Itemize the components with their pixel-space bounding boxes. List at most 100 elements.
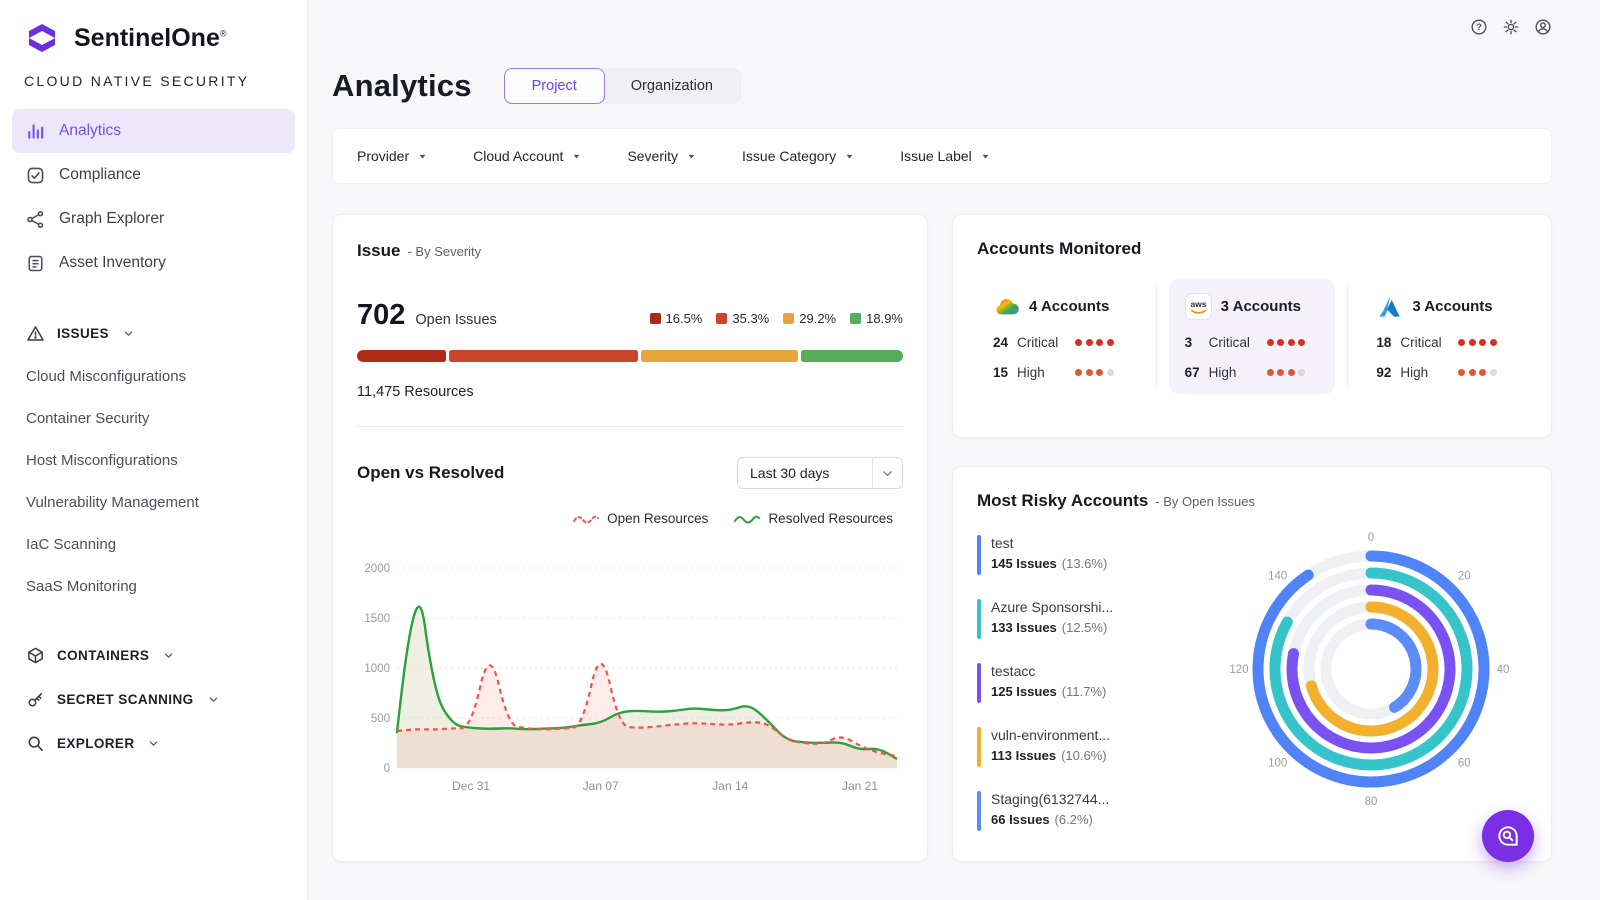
- account-issues-pct: (11.7%): [1061, 684, 1107, 699]
- severity-dot: [1287, 339, 1295, 346]
- svg-text:Jan 07: Jan 07: [583, 779, 619, 793]
- section-header-explorer[interactable]: EXPLORER: [0, 721, 307, 765]
- severity-dot: [1075, 339, 1082, 346]
- critical-row: 3 Critical: [1185, 335, 1320, 350]
- sidebar-item-saas-monitoring[interactable]: SaaS Monitoring: [0, 565, 307, 607]
- topbar: ?: [1470, 18, 1552, 36]
- svg-text:2000: 2000: [364, 563, 390, 575]
- sidebar-item-compliance[interactable]: Compliance: [12, 153, 295, 197]
- high-row: 67 High: [1185, 365, 1320, 380]
- section-header-secret-scanning[interactable]: SECRET SCANNING: [0, 677, 307, 721]
- chevron-down-icon: [872, 458, 902, 488]
- critical-count: 24: [993, 335, 1009, 350]
- filter-provider[interactable]: Provider: [357, 148, 427, 164]
- account-name: Azure Sponsorshi...: [991, 599, 1114, 615]
- key-icon: [26, 690, 45, 709]
- severity-dot: [1298, 339, 1306, 346]
- risky-account-item[interactable]: test 145 Issues (13.6%): [977, 533, 1215, 575]
- chevron-down-icon: [163, 650, 174, 661]
- account-issues: 133 Issues (12.5%): [991, 620, 1108, 635]
- risky-account-item[interactable]: testacc 125 Issues (11.7%): [977, 661, 1215, 703]
- provider-aws[interactable]: aws 3 Accounts 3 Critical 67 High: [1168, 279, 1336, 394]
- high-count: 67: [1184, 365, 1200, 380]
- severity-dot: [1096, 339, 1103, 346]
- svg-text:1000: 1000: [364, 663, 390, 675]
- open-vs-resolved-header: Open vs Resolved Last 30 days: [357, 457, 903, 489]
- severity-dot: [1085, 369, 1093, 376]
- risky-card-title: Most Risky Accounts: [977, 491, 1149, 510]
- provider-azure[interactable]: 3 Accounts 18 Critical 92 High: [1360, 279, 1527, 394]
- tab-organization[interactable]: Organization: [604, 69, 740, 103]
- risky-account-item[interactable]: Azure Sponsorshi... 133 Issues (12.5%): [977, 597, 1215, 639]
- provider-accounts: 4 Accounts: [1029, 298, 1110, 315]
- sidebar-item-iac-scanning[interactable]: IaC Scanning: [0, 523, 307, 565]
- high-label: High: [1400, 365, 1429, 380]
- risky-account-item[interactable]: vuln-environment... 113 Issues (10.6%): [977, 725, 1215, 767]
- main-content: ? Analytics Project Organization Provider…: [308, 0, 1600, 900]
- sidebar-item-container-security[interactable]: Container Security: [0, 397, 307, 439]
- severity-bar-chart: [357, 350, 903, 362]
- account-name: vuln-environment...: [991, 727, 1111, 743]
- section-header-issues[interactable]: ISSUES: [0, 311, 307, 355]
- risky-account-item[interactable]: Staging(6132744... 66 Issues (6.2%): [977, 789, 1215, 831]
- severity-dots: [1266, 339, 1306, 346]
- section-header-containers[interactable]: CONTAINERS: [0, 633, 307, 677]
- provider-header: aws 3 Accounts: [1184, 293, 1320, 320]
- severity-dot: [1277, 339, 1285, 346]
- sidebar-item-label: Vulnerability Management: [26, 493, 199, 511]
- date-range-select[interactable]: Last 30 days: [737, 457, 903, 489]
- account-issues: 113 Issues (10.6%): [991, 748, 1107, 763]
- svg-text:0: 0: [1368, 532, 1374, 544]
- severity-dot: [1266, 369, 1274, 376]
- provider-google-cloud[interactable]: 4 Accounts 24 Critical 15 High: [977, 279, 1144, 394]
- high-row: 92 High: [1376, 365, 1511, 380]
- high-row: 15 High: [993, 365, 1128, 380]
- page-title: Analytics: [332, 68, 472, 103]
- critical-row: 18 Critical: [1376, 335, 1511, 350]
- section-label: CONTAINERS: [57, 647, 150, 663]
- user-icon[interactable]: [1534, 18, 1552, 36]
- severity-dots: [1458, 369, 1497, 376]
- severity-dots: [1075, 369, 1114, 376]
- sidebar-item-cloud-misconfigurations[interactable]: Cloud Misconfigurations: [0, 355, 307, 397]
- help-icon[interactable]: ?: [1470, 18, 1488, 36]
- sidebar-item-label: Graph Explorer: [59, 210, 165, 227]
- severity-dot: [1489, 339, 1497, 346]
- severity-dot: [1096, 369, 1103, 376]
- sidebar-item-vulnerability-management[interactable]: Vulnerability Management: [0, 481, 307, 523]
- sidebar-item-label: Analytics: [59, 122, 122, 139]
- risky-accounts-radial-chart: 0 20 40 60 80 100 120 140: [1215, 515, 1527, 831]
- legend-line-sample: [573, 515, 600, 523]
- filter-cloud-account[interactable]: Cloud Account: [473, 148, 581, 164]
- sidebar-item-label: Cloud Misconfigurations: [26, 367, 187, 385]
- filter-issue-label[interactable]: Issue Label: [900, 148, 990, 164]
- sidebar-item-graph-explorer[interactable]: Graph Explorer: [12, 197, 295, 241]
- issue-card-header: Issue - By Severity: [357, 241, 903, 261]
- svg-text:1500: 1500: [364, 613, 390, 625]
- severity-bar-segment: [357, 350, 446, 362]
- severity-dot: [1458, 369, 1466, 376]
- account-color-bar: [977, 599, 981, 639]
- account-color-bar: [977, 791, 981, 831]
- filter-issue-category[interactable]: Issue Category: [742, 148, 854, 164]
- sidebar-item-asset-inventory[interactable]: Asset Inventory: [12, 241, 295, 285]
- collapsed-sections: CONTAINERS SECRET SCANNING EXPLORER: [0, 633, 307, 765]
- filter-severity[interactable]: Severity: [627, 148, 696, 164]
- caret-down-icon: [845, 152, 854, 161]
- risky-card-header: Most Risky Accounts - By Open Issues: [977, 491, 1527, 511]
- tab-project[interactable]: Project: [503, 68, 605, 104]
- svg-text:40: 40: [1497, 664, 1510, 676]
- right-column: Accounts Monitored 4 Accounts 24 Critical 1…: [952, 214, 1552, 862]
- account-issues-pct: (6.2%): [1054, 812, 1093, 827]
- critical-label: Critical: [1208, 335, 1250, 350]
- cube-icon: [26, 646, 45, 665]
- svg-text:Jan 21: Jan 21: [842, 779, 878, 793]
- assistant-fab[interactable]: [1482, 810, 1534, 862]
- severity-dot: [1287, 369, 1295, 376]
- sidebar-item-analytics[interactable]: Analytics: [12, 109, 295, 153]
- settings-icon[interactable]: [1502, 18, 1520, 36]
- open-issues-count: 702: [357, 299, 406, 331]
- registered-mark: ®: [219, 28, 227, 39]
- sidebar-item-host-misconfigurations[interactable]: Host Misconfigurations: [0, 439, 307, 481]
